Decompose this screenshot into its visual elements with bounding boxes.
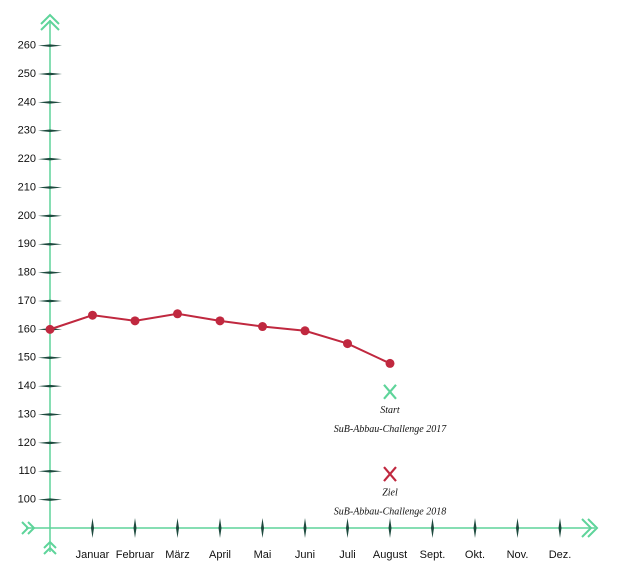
- x-tick: [516, 518, 519, 538]
- y-tick-label: 100: [18, 494, 36, 506]
- y-tick: [38, 413, 62, 416]
- y-tick: [38, 44, 62, 47]
- x-tick-label: April: [209, 549, 231, 561]
- y-tick: [38, 72, 62, 76]
- x-tick-label: Dez.: [549, 549, 572, 561]
- y-tick-label: 140: [18, 380, 36, 392]
- y-tick: [38, 271, 62, 274]
- x-tick: [218, 518, 222, 538]
- y-tick-label: 250: [18, 68, 36, 80]
- y-tick: [38, 498, 62, 501]
- x-tick: [303, 518, 307, 538]
- x-tick: [473, 518, 477, 538]
- y-tick: [38, 101, 62, 104]
- annotation-sublabel: SuB-Abbau-Challenge 2017: [334, 424, 447, 435]
- x-tick-label: August: [373, 549, 407, 561]
- x-tick: [91, 518, 94, 538]
- x-tick-label: Sept.: [420, 549, 446, 561]
- y-tick: [38, 384, 62, 388]
- annotation-cross: [383, 384, 397, 400]
- point: [130, 316, 140, 326]
- y-tick-label: 190: [18, 238, 36, 250]
- x-tick: [176, 518, 179, 538]
- x-tick: [388, 518, 392, 538]
- y-tick-label: 220: [18, 153, 36, 165]
- point: [45, 324, 55, 334]
- annotation-label: Ziel: [382, 487, 398, 498]
- y-tick-label: 180: [18, 267, 36, 279]
- point: [258, 322, 267, 332]
- y-tick-label: 170: [18, 295, 36, 307]
- point: [215, 316, 225, 326]
- x-tick: [261, 518, 264, 538]
- y-tick-label: 160: [18, 323, 36, 335]
- x-tick-label: März: [165, 549, 189, 561]
- point: [300, 326, 310, 336]
- x-tick-label: Nov.: [507, 549, 529, 561]
- y-tick-label: 260: [18, 40, 36, 52]
- y-tick: [38, 469, 62, 473]
- x-tick: [346, 518, 349, 538]
- y-tick: [38, 129, 62, 133]
- y-tick-label: 230: [18, 125, 36, 137]
- y-tick: [38, 242, 62, 246]
- x-tick-label: Februar: [116, 549, 155, 561]
- annotation-sublabel: SuB-Abbau-Challenge 2018: [334, 506, 446, 517]
- y-tick-label: 110: [18, 465, 36, 477]
- y-tick: [38, 186, 62, 189]
- point: [385, 358, 395, 368]
- annotation-label: Start: [380, 405, 400, 416]
- y-tick-label: 120: [18, 437, 36, 449]
- y-tick: [38, 441, 62, 445]
- x-tick-label: Juli: [339, 549, 356, 561]
- axis-arrows: [21, 13, 599, 555]
- x-tick-label: Mai: [254, 549, 272, 561]
- y-tick-label: 240: [18, 96, 36, 108]
- x-tick: [431, 518, 434, 538]
- x-tick-label: Juni: [295, 549, 315, 561]
- x-tick-label: Okt.: [465, 549, 485, 561]
- point: [173, 309, 182, 319]
- y-tick-label: 200: [18, 210, 36, 222]
- y-tick: [38, 299, 62, 303]
- x-tick-label: Januar: [76, 549, 110, 561]
- annotation-cross: [383, 466, 397, 482]
- x-tick: [558, 518, 562, 538]
- y-tick-label: 130: [18, 408, 36, 420]
- y-tick: [38, 214, 62, 218]
- point: [88, 310, 97, 320]
- y-tick-label: 210: [18, 181, 36, 193]
- point: [343, 339, 352, 349]
- x-tick: [133, 518, 137, 538]
- y-tick-label: 150: [18, 352, 36, 364]
- y-tick: [38, 157, 62, 161]
- y-tick: [38, 356, 62, 360]
